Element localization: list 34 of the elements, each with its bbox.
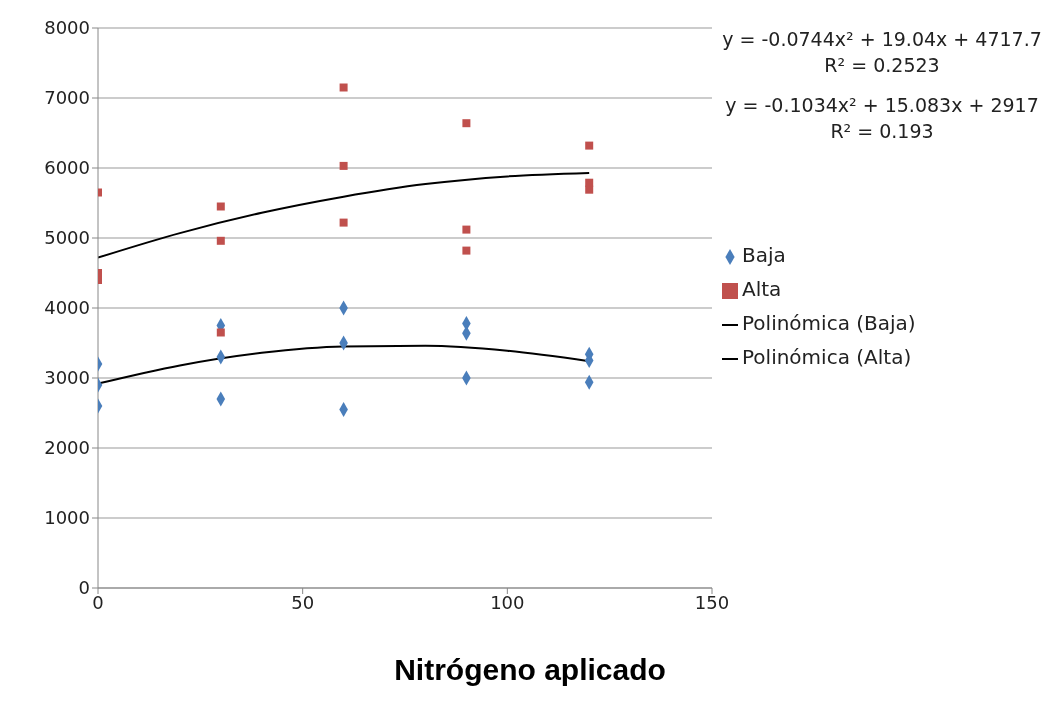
point xyxy=(462,119,471,128)
x-tick-label: 100 xyxy=(490,591,525,613)
y-tick-label: 2000 xyxy=(44,437,90,459)
text: R² = 0.193 xyxy=(829,120,935,142)
y-tick-label: 5000 xyxy=(44,227,90,249)
point xyxy=(339,218,348,227)
text: y = -0.0744x² + 19.04x + 4717.7 xyxy=(721,28,1043,50)
legend-label: Polinómica (Alta) xyxy=(742,345,912,369)
legend-label: Alta xyxy=(742,277,782,301)
line-series xyxy=(98,171,591,259)
point xyxy=(216,236,225,245)
y-tick-label: 0 xyxy=(78,577,90,599)
y-tick-label: 7000 xyxy=(44,87,90,109)
y-tick-label: 4000 xyxy=(44,297,90,319)
text: y = -0.1034x² + 15.083x + 2917 xyxy=(724,94,1040,116)
y-tick-label: 3000 xyxy=(44,367,90,389)
y-tick-label: 6000 xyxy=(44,157,90,179)
text: R² = 0.2523 xyxy=(823,54,941,76)
point xyxy=(585,141,594,150)
x-tick-label: 150 xyxy=(694,591,730,613)
x-tick-label: 0 xyxy=(92,591,104,613)
point xyxy=(216,202,225,211)
legend-label: Polinómica (Baja) xyxy=(742,311,916,335)
point xyxy=(462,246,471,255)
x-axis-title: Nitrógeno aplicado xyxy=(393,653,667,687)
y-tick-label: 8000 xyxy=(44,17,90,39)
point xyxy=(462,225,471,234)
point xyxy=(339,83,348,92)
x-tick-label: 50 xyxy=(291,591,315,613)
point xyxy=(585,185,594,194)
y-tick-label: 1000 xyxy=(44,507,90,529)
legend-label: Baja xyxy=(742,243,786,267)
point xyxy=(339,161,348,170)
point xyxy=(216,328,225,337)
